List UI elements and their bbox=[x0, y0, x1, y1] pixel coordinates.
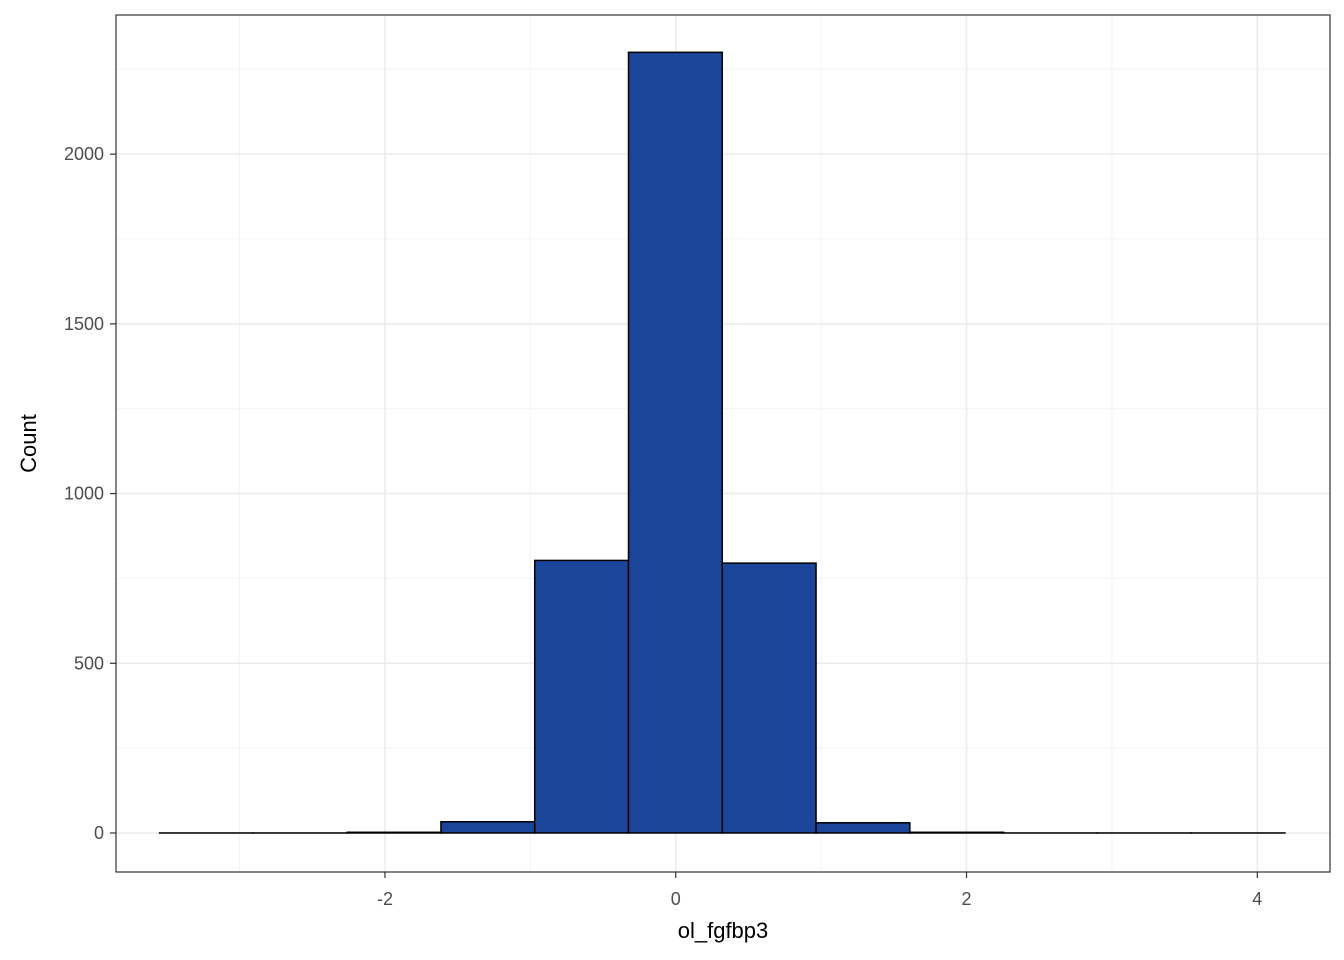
x-tick-label: 4 bbox=[1252, 889, 1262, 909]
histogram-bar bbox=[721, 562, 817, 834]
histogram-bar bbox=[909, 831, 1005, 834]
histogram-bar bbox=[815, 822, 911, 834]
y-tick-label: 2000 bbox=[64, 144, 104, 164]
histogram-bar bbox=[440, 821, 536, 834]
y-tick-label: 1500 bbox=[64, 314, 104, 334]
x-tick-label: 2 bbox=[962, 889, 972, 909]
y-axis-title: Count bbox=[16, 414, 41, 473]
y-axis-ticks: 0 500 1000 1500 2000 bbox=[64, 144, 116, 843]
y-tick-label: 1000 bbox=[64, 484, 104, 504]
histogram-bars bbox=[158, 51, 1286, 834]
histogram-bar bbox=[346, 831, 442, 834]
x-axis-title: ol_fgfbp3 bbox=[678, 918, 769, 943]
x-tick-label: -2 bbox=[377, 889, 393, 909]
y-tick-label: 0 bbox=[94, 823, 104, 843]
y-tick-label: 500 bbox=[74, 653, 104, 673]
x-axis-ticks: -2 0 2 4 bbox=[377, 872, 1262, 909]
histogram-bar bbox=[533, 559, 630, 834]
panel-border bbox=[115, 14, 1331, 873]
histogram-bar bbox=[627, 51, 724, 834]
x-tick-label: 0 bbox=[671, 889, 681, 909]
